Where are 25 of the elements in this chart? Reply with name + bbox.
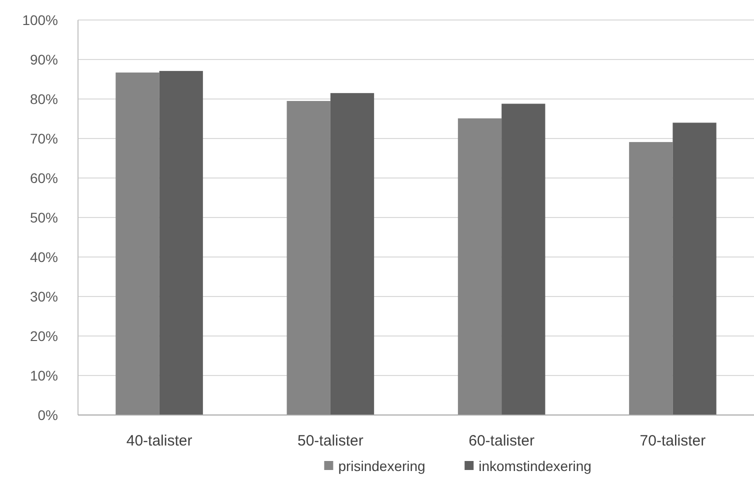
bar bbox=[286, 100, 330, 415]
bar bbox=[672, 122, 716, 415]
bar bbox=[458, 118, 502, 415]
legend-label: prisindexering bbox=[338, 458, 426, 474]
y-tick-label: 60% bbox=[30, 170, 58, 186]
bar bbox=[116, 72, 160, 415]
y-tick-label: 10% bbox=[30, 367, 58, 384]
y-tick-label: 50% bbox=[30, 209, 58, 226]
y-tick-label: 20% bbox=[30, 328, 58, 344]
bar bbox=[159, 70, 203, 415]
x-tick-label: 40-talister bbox=[126, 432, 192, 450]
y-tick-label: 40% bbox=[30, 248, 58, 265]
y-tick-label: 80% bbox=[30, 90, 58, 107]
bar bbox=[629, 142, 673, 415]
bar bbox=[330, 93, 374, 415]
bar bbox=[502, 104, 546, 415]
y-tick-label: 90% bbox=[30, 51, 58, 68]
x-tick-label: 70-talister bbox=[640, 432, 706, 450]
x-tick-label: 60-talister bbox=[468, 432, 535, 450]
x-tick-label: 50-talister bbox=[298, 432, 364, 450]
legend-label: inkomstindexering bbox=[478, 458, 592, 474]
y-tick-label: 100% bbox=[22, 12, 58, 28]
y-tick-label: 70% bbox=[30, 130, 58, 146]
y-tick-label: 30% bbox=[30, 288, 58, 304]
y-tick-label: 0% bbox=[38, 406, 58, 423]
